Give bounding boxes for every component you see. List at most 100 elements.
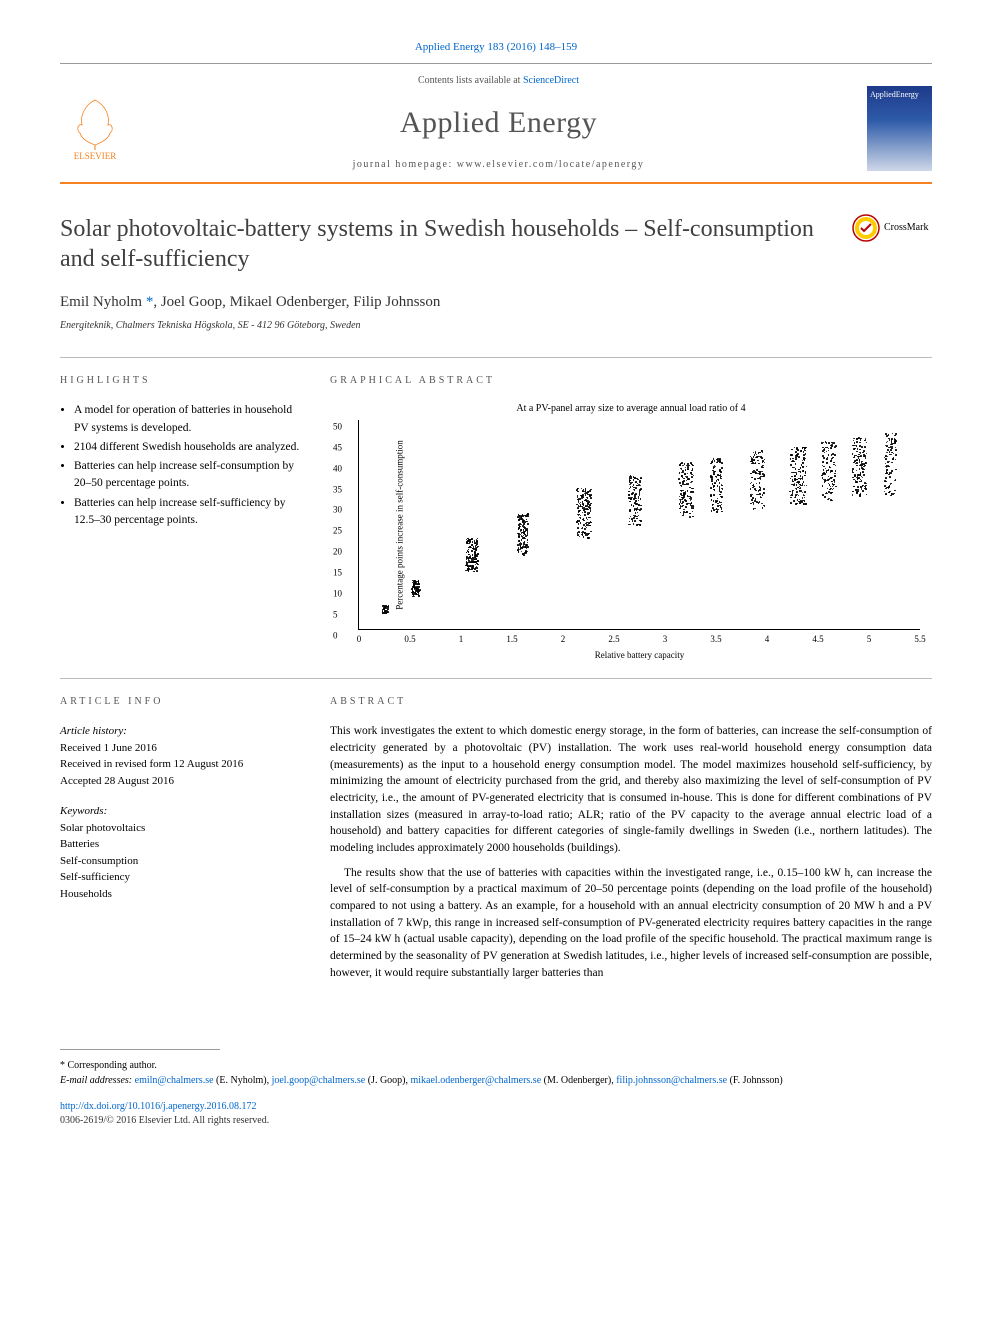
email-link[interactable]: joel.goop@chalmers.se — [272, 1075, 366, 1086]
divider — [60, 357, 932, 358]
corresponding-star-icon: * — [142, 294, 153, 310]
abstract-col: ABSTRACT This work investigates the exte… — [330, 695, 932, 989]
xtick: 4 — [765, 633, 770, 646]
highlight-item: A model for operation of batteries in ho… — [74, 402, 300, 437]
header-center: Contents lists available at ScienceDirec… — [150, 74, 847, 182]
xtick: 0 — [357, 633, 362, 646]
crossmark-icon — [852, 214, 880, 242]
email-link[interactable]: filip.johnsson@chalmers.se — [616, 1075, 727, 1086]
scatter-chart: Percentage points increase in self-consu… — [358, 420, 920, 630]
authors-line: Emil Nyholm *, Joel Goop, Mikael Odenber… — [60, 292, 932, 313]
author-name[interactable]: Emil Nyholm — [60, 294, 142, 310]
abstract-heading: ABSTRACT — [330, 695, 932, 709]
graphical-heading: GRAPHICAL ABSTRACT — [330, 374, 932, 388]
info-abstract-row: ARTICLE INFO Article history: Received 1… — [60, 695, 932, 989]
emails-line: E-mail addresses: emiln@chalmers.se (E. … — [60, 1073, 932, 1088]
ytick: 5 — [333, 608, 338, 621]
author-name[interactable]: Filip Johnsson — [353, 294, 440, 310]
xtick: 5 — [867, 633, 872, 646]
citation-line[interactable]: Applied Energy 183 (2016) 148–159 — [60, 40, 932, 55]
abstract-text: This work investigates the extent to whi… — [330, 723, 932, 981]
cover-label: AppliedEnergy — [870, 90, 919, 99]
email-link[interactable]: mikael.odenberger@chalmers.se — [411, 1075, 542, 1086]
highlights-col: HIGHLIGHTS A model for operation of batt… — [60, 374, 300, 654]
article-info-col: ARTICLE INFO Article history: Received 1… — [60, 695, 300, 989]
highlights-heading: HIGHLIGHTS — [60, 374, 300, 388]
journal-cover-thumb[interactable]: AppliedEnergy — [867, 86, 932, 171]
xtick: 3.5 — [710, 633, 721, 646]
ytick: 0 — [333, 629, 338, 642]
xtick: 0.5 — [404, 633, 415, 646]
ytick: 10 — [333, 587, 342, 600]
history-label: Article history: — [60, 723, 300, 740]
publisher-logo[interactable]: ELSEVIER — [60, 88, 130, 168]
history-line: Received in revised form 12 August 2016 — [60, 756, 300, 773]
doi-link[interactable]: http://dx.doi.org/10.1016/j.apenergy.201… — [60, 1101, 256, 1112]
xtick: 2.5 — [608, 633, 619, 646]
ytick: 25 — [333, 525, 342, 538]
highlight-item: Batteries can help increase self-suffici… — [74, 495, 300, 530]
author-name[interactable]: Joel Goop — [161, 294, 222, 310]
publisher-name: ELSEVIER — [74, 150, 117, 163]
email-link[interactable]: emiln@chalmers.se — [135, 1075, 214, 1086]
chart-ylabel: Percentage points increase in self-consu… — [393, 440, 406, 609]
ytick: 50 — [333, 420, 342, 433]
keyword: Self-consumption — [60, 853, 300, 870]
elsevier-tree-icon — [70, 95, 120, 150]
xtick: 4.5 — [812, 633, 823, 646]
highlights-list: A model for operation of batteries in ho… — [60, 402, 300, 529]
keyword: Households — [60, 886, 300, 903]
keyword: Self-sufficiency — [60, 869, 300, 886]
ytick: 35 — [333, 483, 342, 496]
xtick: 1 — [459, 633, 464, 646]
abstract-paragraph: The results show that the use of batteri… — [330, 865, 932, 982]
chart-title: At a PV-panel array size to average annu… — [330, 402, 932, 416]
journal-header: ELSEVIER Contents lists available at Sci… — [60, 63, 932, 184]
ytick: 20 — [333, 546, 342, 559]
ytick: 15 — [333, 566, 342, 579]
emails-label: E-mail addresses: — [60, 1075, 132, 1086]
history-line: Received 1 June 2016 — [60, 740, 300, 757]
ytick: 30 — [333, 504, 342, 517]
affiliation: Energiteknik, Chalmers Tekniska Högskola… — [60, 319, 932, 333]
divider — [60, 678, 932, 679]
keywords-block: Keywords: Solar photovoltaicsBatteriesSe… — [60, 803, 300, 902]
xtick: 5.5 — [914, 633, 925, 646]
xtick: 1.5 — [506, 633, 517, 646]
article-title: Solar photovoltaic-battery systems in Sw… — [60, 214, 832, 274]
ytick: 40 — [333, 462, 342, 475]
contents-line: Contents lists available at ScienceDirec… — [150, 74, 847, 88]
page: Applied Energy 183 (2016) 148–159 ELSEVI… — [0, 0, 992, 1168]
corresponding-note: * Corresponding author. — [60, 1058, 932, 1073]
homepage-line: journal homepage: www.elsevier.com/locat… — [150, 158, 847, 172]
homepage-prefix: journal homepage: — [353, 159, 457, 170]
footnotes: * Corresponding author. E-mail addresses… — [60, 1058, 932, 1088]
crossmark-label: CrossMark — [884, 221, 928, 235]
ytick: 45 — [333, 441, 342, 454]
contents-prefix: Contents lists available at — [418, 75, 523, 86]
chart-wrap: At a PV-panel array size to average annu… — [330, 402, 932, 630]
author-name[interactable]: Mikael Odenberger — [230, 294, 346, 310]
homepage-url[interactable]: www.elsevier.com/locate/apenergy — [457, 159, 645, 170]
keyword: Solar photovoltaics — [60, 820, 300, 837]
crossmark-badge[interactable]: CrossMark — [852, 214, 932, 242]
xtick: 3 — [663, 633, 668, 646]
chart-xlabel: Relative battery capacity — [595, 649, 684, 662]
keyword: Batteries — [60, 836, 300, 853]
journal-name: Applied Energy — [150, 102, 847, 144]
info-heading: ARTICLE INFO — [60, 695, 300, 709]
highlight-item: 2104 different Swedish households are an… — [74, 439, 300, 456]
article-header: Solar photovoltaic-battery systems in Sw… — [60, 214, 932, 274]
keywords-label: Keywords: — [60, 803, 300, 820]
sciencedirect-link[interactable]: ScienceDirect — [523, 75, 579, 86]
abstract-paragraph: This work investigates the extent to whi… — [330, 723, 932, 856]
copyright-line: 0306-2619/© 2016 Elsevier Ltd. All right… — [60, 1114, 932, 1128]
article-history: Article history: Received 1 June 2016Rec… — [60, 723, 300, 789]
graphical-abstract-col: GRAPHICAL ABSTRACT At a PV-panel array s… — [330, 374, 932, 654]
highlights-row: HIGHLIGHTS A model for operation of batt… — [60, 374, 932, 654]
xtick: 2 — [561, 633, 566, 646]
doi-line: http://dx.doi.org/10.1016/j.apenergy.201… — [60, 1100, 932, 1114]
history-line: Accepted 28 August 2016 — [60, 773, 300, 790]
highlight-item: Batteries can help increase self-consump… — [74, 458, 300, 493]
footnote-divider — [60, 1049, 220, 1050]
